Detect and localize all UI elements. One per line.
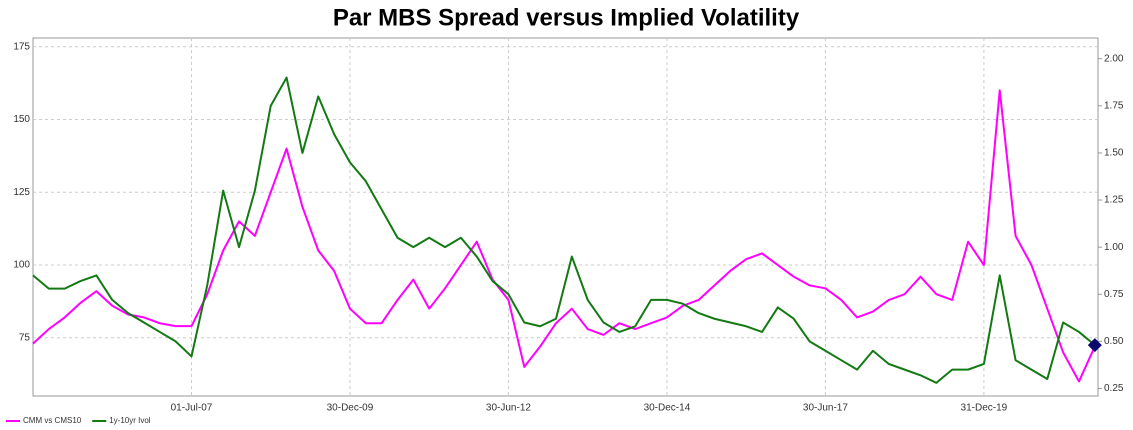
y2-tick-label: 1.25 (1104, 195, 1124, 206)
x-tick-label: 01-Jul-07 (171, 403, 213, 414)
series-line (32, 89, 1096, 383)
end-marker (1087, 338, 1102, 353)
legend-label: 1y-10yr Ivol (109, 416, 151, 425)
x-tick-label: 31-Dec-19 (961, 403, 1008, 414)
y2-tick-label: 2.00 (1104, 53, 1124, 64)
series-line (32, 76, 1096, 384)
y-tick-label: 100 (13, 260, 30, 271)
chart-title: Par MBS Spread versus Implied Volatility (333, 4, 800, 31)
y2-tick-label: 0.75 (1104, 289, 1124, 300)
x-tick-label: 30-Dec-09 (327, 403, 374, 414)
x-tick-label: 30-Jun-17 (803, 403, 848, 414)
y2-tick-label: 1.75 (1104, 100, 1124, 111)
y2-tick-label: 1.00 (1104, 242, 1124, 253)
y-tick-label: 150 (13, 114, 30, 125)
y2-tick-label: 1.50 (1104, 148, 1124, 159)
x-tick-label: 30-Dec-14 (644, 403, 691, 414)
y-tick-label: 75 (19, 332, 31, 343)
legend-label: CMM vs CMS10 (23, 416, 82, 425)
x-tick-label: 30-Jun-12 (486, 403, 531, 414)
y2-tick-label: 0.25 (1104, 383, 1124, 394)
y-tick-label: 125 (13, 187, 30, 198)
plot-frame (32, 37, 1099, 397)
y2-tick-label: 0.50 (1104, 336, 1124, 347)
y-tick-label: 175 (13, 41, 30, 52)
